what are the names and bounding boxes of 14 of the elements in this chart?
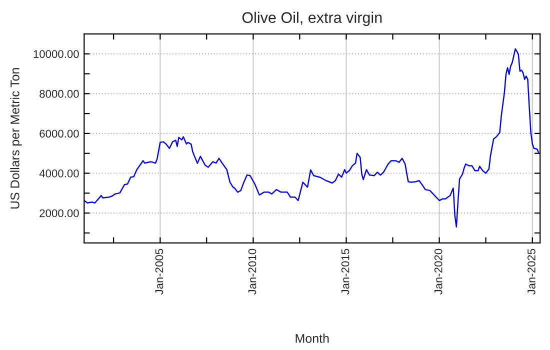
y-axis-title: US Dollars per Metric Ton	[10, 68, 22, 209]
chart-title: Olive Oil, extra virgin	[242, 12, 382, 26]
y-tick-label: 4000.00	[39, 170, 79, 178]
line-series	[84, 48, 540, 228]
x-axis-title: Month	[296, 334, 329, 343]
x-tick-label: Jan-2015	[341, 248, 350, 295]
y-tick-label: 10000.00	[34, 50, 79, 58]
x-tick-label: Jan-2005	[155, 248, 164, 295]
x-tick-label: Jan-2010	[248, 248, 256, 295]
y-tick-label: 6000.00	[40, 130, 79, 138]
y-tick-label: 2000.00	[40, 209, 79, 218]
x-tick-label: Jan-2020	[434, 248, 442, 295]
y-tick-label: 8000.00	[40, 90, 79, 98]
x-tick-label: Jan-2025	[528, 248, 536, 295]
